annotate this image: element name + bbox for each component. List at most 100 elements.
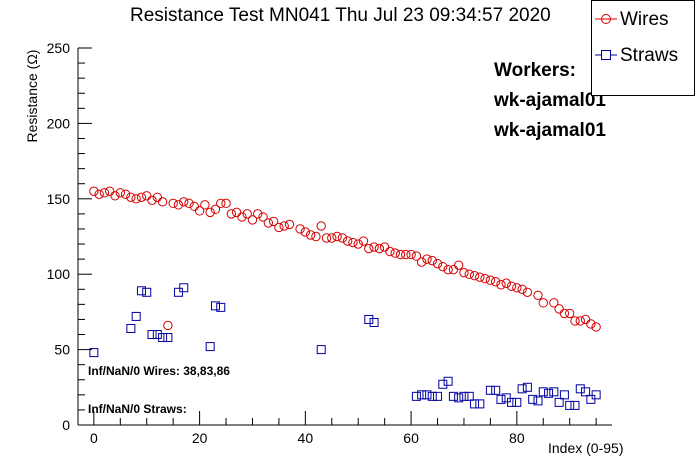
wires-point: [316, 221, 326, 231]
straws-point: [559, 390, 569, 400]
straws-point: [501, 393, 511, 403]
straws-point: [517, 384, 527, 394]
legend-label-straws: Straws: [620, 45, 679, 66]
wires-point: [475, 272, 485, 282]
wires-point: [517, 284, 527, 294]
straws-point: [544, 388, 554, 398]
y-tick-label-0: 0: [62, 417, 70, 433]
wires-point: [549, 298, 559, 308]
straws-point: [438, 379, 448, 389]
wires-point: [120, 189, 131, 199]
wires-point: [247, 215, 258, 225]
x-tick-label-0: 0: [90, 430, 98, 446]
wires-point: [374, 243, 385, 254]
wires-point: [184, 198, 194, 209]
wires-point: [490, 277, 501, 287]
wires-point: [506, 281, 517, 291]
x-axis-label: Index (0-95): [548, 440, 624, 456]
straws-point: [591, 390, 601, 400]
straws-point: [417, 390, 427, 400]
x-tick-label-40: 40: [298, 430, 314, 446]
straws-point: [496, 394, 506, 404]
straws-point: [554, 397, 564, 407]
wires-point: [163, 320, 173, 331]
wires-point: [337, 233, 348, 243]
wires-point: [485, 275, 496, 285]
straws-point: [454, 393, 464, 403]
straws-point: [316, 345, 326, 355]
wires-point: [565, 308, 575, 319]
worker-name-2: wk-ajamal01: [494, 120, 606, 141]
y-tick-label-150: 150: [47, 191, 71, 207]
straws-point: [89, 348, 99, 358]
legend-marker-wires: [595, 14, 617, 24]
wires-point: [464, 269, 474, 279]
wires-point: [364, 243, 374, 254]
legend: Wires Straws: [591, 0, 695, 96]
wires-point: [305, 230, 316, 240]
wires-point: [453, 260, 464, 270]
y-tick-label-50: 50: [54, 342, 70, 358]
y-tick-label-200: 200: [47, 115, 71, 131]
wires-point: [538, 298, 548, 308]
straws-point: [586, 394, 596, 404]
wires-point: [284, 219, 295, 230]
wires-point: [231, 207, 242, 218]
wires-point: [369, 242, 379, 252]
wires-point: [385, 246, 395, 257]
straws-point: [512, 397, 522, 407]
wires-point: [226, 209, 237, 219]
straws-point: [581, 387, 591, 397]
workers-box: Workers: wk-ajamal01 wk-ajamal01: [494, 56, 606, 146]
wires-point: [432, 258, 443, 269]
wires-point: [411, 251, 422, 261]
wires-point: [559, 308, 570, 319]
wires-point: [448, 264, 459, 275]
wires-point: [263, 218, 274, 228]
straws-point: [152, 330, 162, 340]
straws-point: [369, 317, 379, 327]
straws-point: [131, 311, 141, 321]
wires-point: [157, 197, 168, 207]
wires-point: [342, 236, 353, 246]
straws-point: [173, 287, 183, 297]
wires-point: [401, 249, 411, 260]
wires-point: [200, 200, 210, 210]
wires-point: [210, 204, 221, 215]
wires-point: [327, 233, 337, 243]
wires-point: [279, 221, 289, 231]
straws-point: [485, 385, 495, 395]
wires-point: [332, 231, 342, 242]
wires-point: [173, 200, 184, 210]
straws-point: [491, 385, 501, 395]
wires-point: [469, 271, 480, 281]
x-tick-label-60: 60: [403, 430, 419, 446]
wires-point: [390, 248, 400, 258]
wires-point: [533, 290, 543, 301]
legend-entry-straws: Straws: [592, 40, 696, 70]
wires-point: [311, 231, 321, 242]
wires-point: [253, 209, 263, 219]
straws-point: [216, 302, 226, 312]
wires-point: [115, 188, 125, 198]
annotation-wires-infnan: Inf/NaN/0 Wires: 38,83,86: [88, 364, 230, 378]
wires-point: [416, 257, 427, 267]
straws-point: [533, 396, 543, 406]
straws-point: [565, 400, 575, 410]
wires-point: [443, 264, 453, 275]
wires-point: [268, 216, 279, 227]
straws-point: [210, 301, 220, 311]
straws-point: [158, 333, 168, 343]
wires-point: [512, 283, 522, 293]
wires-point: [379, 242, 390, 252]
wires-point: [147, 195, 157, 206]
wires-point: [89, 186, 99, 196]
wires-point: [575, 316, 585, 326]
annotation-straws-infnan: Inf/NaN/0 Straws:: [88, 402, 187, 416]
wires-point: [522, 287, 533, 297]
straws-point: [163, 333, 173, 343]
straws-point: [475, 399, 485, 409]
wires-point: [205, 207, 215, 218]
